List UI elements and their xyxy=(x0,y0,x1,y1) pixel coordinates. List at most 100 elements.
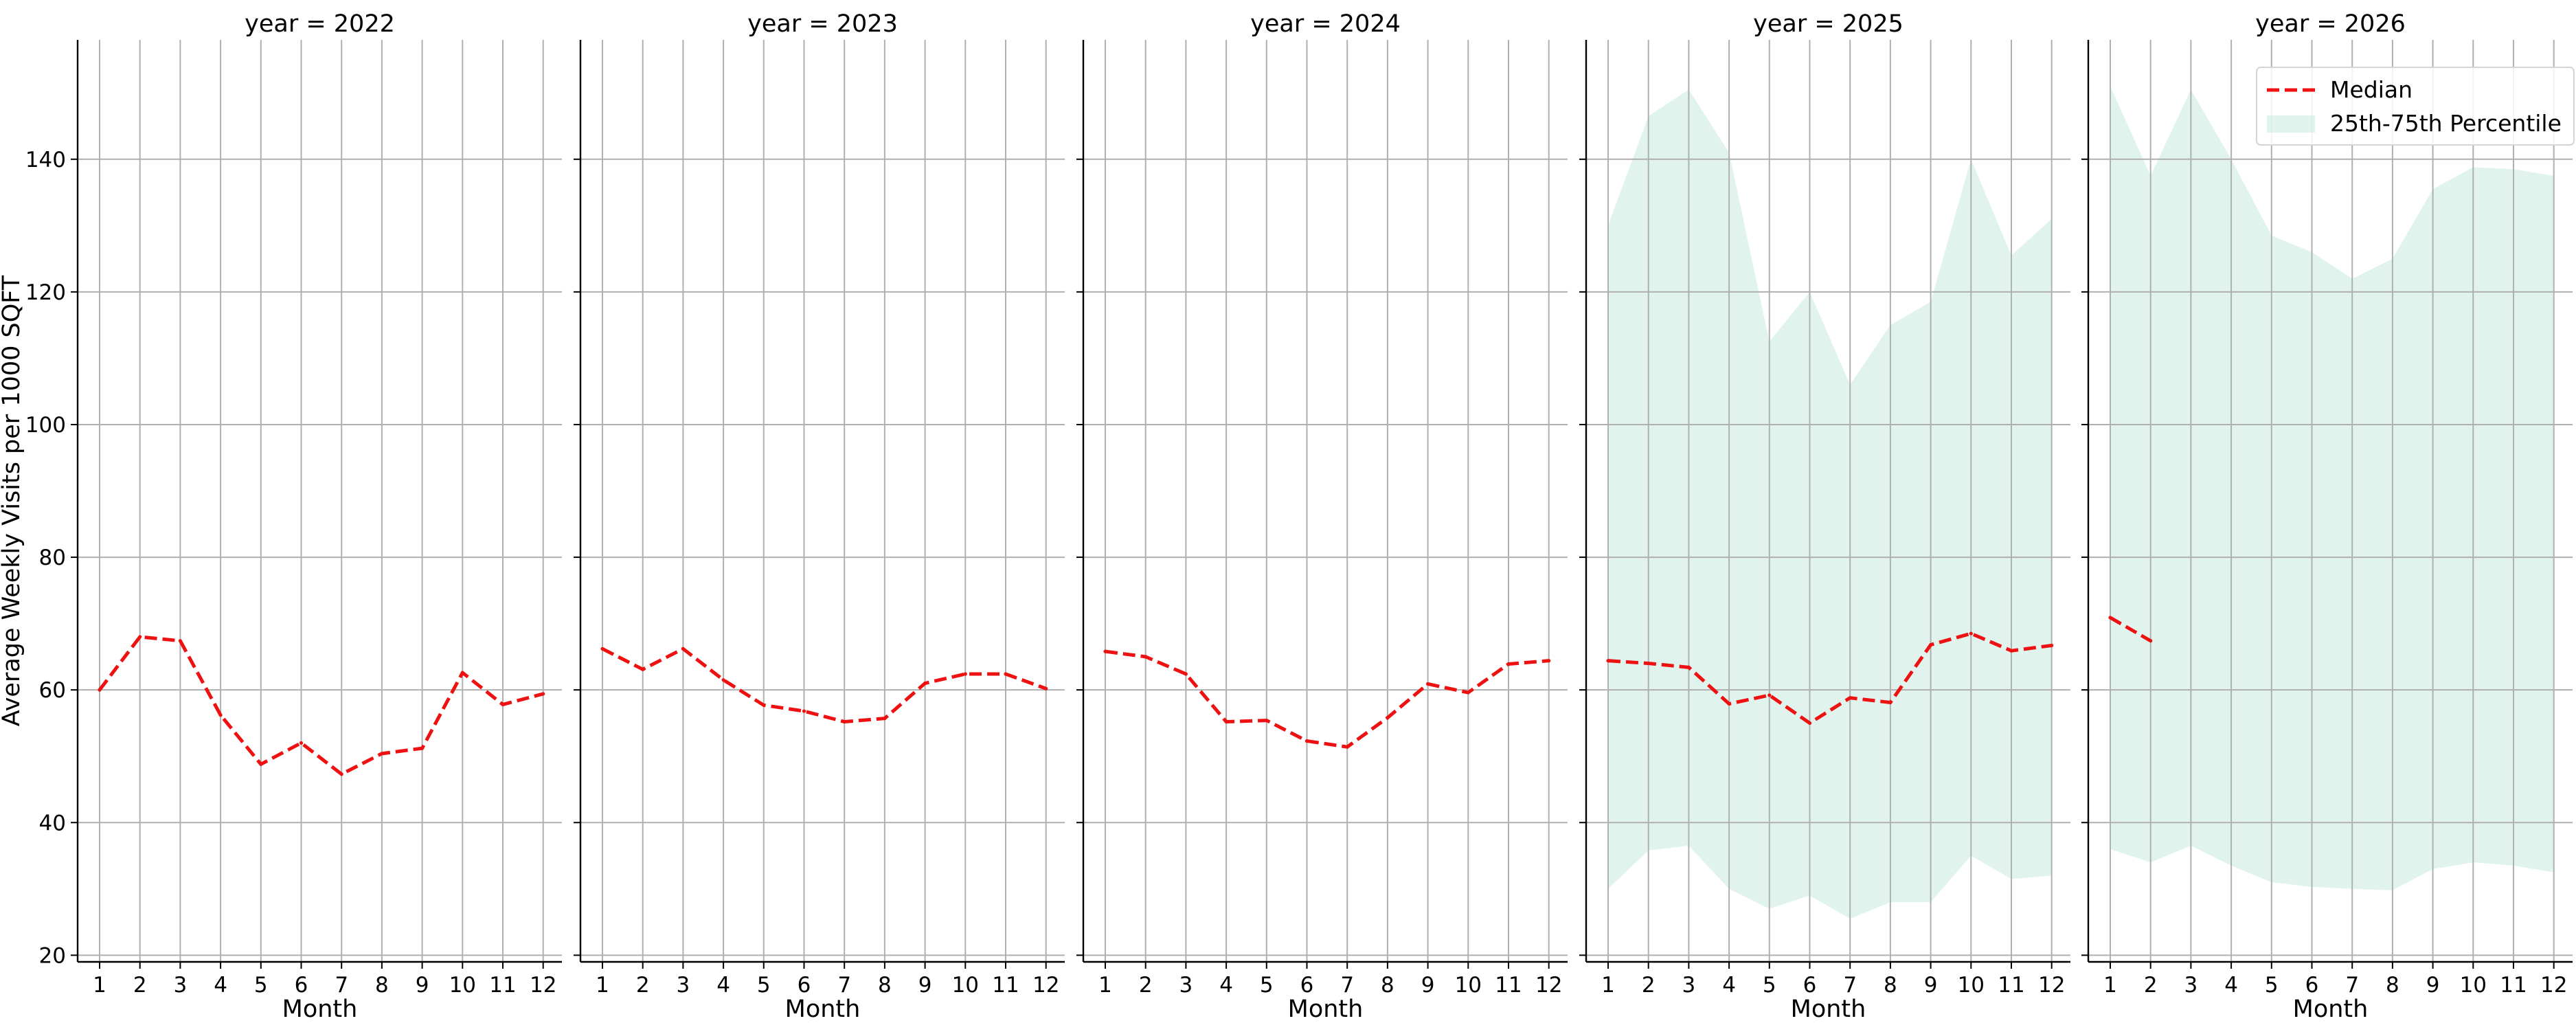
median-point xyxy=(641,667,645,671)
x-tick-label: 7 xyxy=(837,973,851,998)
median-point xyxy=(380,752,384,756)
median-point xyxy=(600,647,605,651)
median-point xyxy=(842,719,846,724)
x-axis-label: Month xyxy=(2293,996,2369,1023)
x-tick-label: 7 xyxy=(1843,973,1857,998)
x-tick-label: 8 xyxy=(1381,973,1394,998)
y-tick-label: 100 xyxy=(25,413,66,438)
x-tick-label: 3 xyxy=(1682,973,1696,998)
median-point xyxy=(1103,649,1107,653)
x-tick-label: 9 xyxy=(918,973,932,998)
x-tick-label: 9 xyxy=(416,973,429,998)
panel-title: year = 2024 xyxy=(1250,10,1401,38)
x-tick-label: 12 xyxy=(1535,973,1562,998)
x-tick-label: 1 xyxy=(2103,973,2117,998)
median-point xyxy=(923,681,927,686)
median-point xyxy=(1929,642,1933,647)
panel-title: year = 2023 xyxy=(747,10,898,38)
median-point xyxy=(2050,643,2054,648)
median-point xyxy=(1506,662,1511,666)
panel-title: year = 2025 xyxy=(1753,10,1903,38)
median-point xyxy=(2108,616,2112,620)
median-point xyxy=(1647,661,1651,666)
x-tick-label: 9 xyxy=(2426,973,2440,998)
x-axis-label: Month xyxy=(785,996,861,1023)
x-tick-label: 4 xyxy=(214,973,227,998)
median-point xyxy=(883,717,887,721)
x-tick-label: 12 xyxy=(2038,973,2065,998)
y-tick-label: 60 xyxy=(39,678,66,703)
median-point xyxy=(420,746,425,750)
x-tick-label: 2 xyxy=(133,973,147,998)
median-point xyxy=(1807,721,1812,726)
x-tick-label: 3 xyxy=(677,973,690,998)
median-line xyxy=(601,647,1047,724)
median-point xyxy=(1888,700,1893,705)
x-tick-label: 6 xyxy=(295,973,308,998)
x-tick-label: 10 xyxy=(449,973,476,998)
x-tick-label: 8 xyxy=(878,973,892,998)
x-tick-label: 5 xyxy=(2265,973,2279,998)
y-tick-label: 140 xyxy=(25,148,66,172)
x-tick-label: 4 xyxy=(1219,973,1233,998)
median-point xyxy=(2009,649,2013,653)
x-tick-label: 7 xyxy=(335,973,348,998)
x-tick-label: 4 xyxy=(2224,973,2238,998)
x-tick-label: 2 xyxy=(2144,973,2158,998)
median-point xyxy=(460,671,464,675)
median-point xyxy=(802,709,806,713)
x-tick-label: 12 xyxy=(2540,973,2567,998)
median-point xyxy=(1345,745,1349,749)
median-point xyxy=(1265,718,1269,723)
median-point xyxy=(339,772,343,776)
x-tick-label: 11 xyxy=(992,973,1019,998)
percentile-band xyxy=(2110,86,2554,890)
median-point xyxy=(501,702,505,706)
x-tick-label: 3 xyxy=(2184,973,2198,998)
median-point xyxy=(259,762,263,766)
x-tick-label: 6 xyxy=(1300,973,1314,998)
median-point xyxy=(178,639,182,643)
median-point xyxy=(1004,672,1008,676)
median-point xyxy=(138,635,142,639)
x-axis-label: Month xyxy=(1288,996,1364,1023)
legend: Median 25th-75th Percentile xyxy=(2256,67,2575,146)
x-tick-label: 4 xyxy=(716,973,730,998)
x-tick-label: 2 xyxy=(1139,973,1153,998)
x-tick-label: 10 xyxy=(2460,973,2487,998)
y-tick-label: 80 xyxy=(39,546,66,570)
x-tick-label: 11 xyxy=(1998,973,2024,998)
x-tick-label: 9 xyxy=(1924,973,1938,998)
median-point xyxy=(721,678,725,682)
x-tick-label: 7 xyxy=(1340,973,1354,998)
x-axis-label: Month xyxy=(1791,996,1866,1023)
x-tick-label: 9 xyxy=(1421,973,1435,998)
x-tick-label: 6 xyxy=(2305,973,2319,998)
median-point xyxy=(963,672,967,676)
median-point xyxy=(1767,693,1772,697)
median-point xyxy=(762,703,766,707)
percentile-band xyxy=(1608,89,2052,919)
median-point xyxy=(1606,659,1610,663)
x-tick-label: 8 xyxy=(375,973,389,998)
median-point xyxy=(681,647,686,651)
median-point xyxy=(1686,665,1691,669)
x-tick-label: 11 xyxy=(489,973,516,998)
median-point xyxy=(1969,631,1973,636)
median-point xyxy=(1727,701,1731,706)
median-point xyxy=(218,713,223,717)
panel-title: year = 2026 xyxy=(2255,10,2406,38)
x-tick-label: 5 xyxy=(1763,973,1776,998)
x-tick-label: 7 xyxy=(2345,973,2359,998)
x-tick-label: 4 xyxy=(1722,973,1736,998)
x-axis-label: Month xyxy=(282,996,358,1023)
y-axis-label: Average Weekly Visits per 1000 SQFT xyxy=(0,275,25,726)
x-tick-label: 5 xyxy=(1260,973,1274,998)
x-tick-label: 3 xyxy=(1179,973,1193,998)
x-tick-label: 8 xyxy=(1884,973,1897,998)
